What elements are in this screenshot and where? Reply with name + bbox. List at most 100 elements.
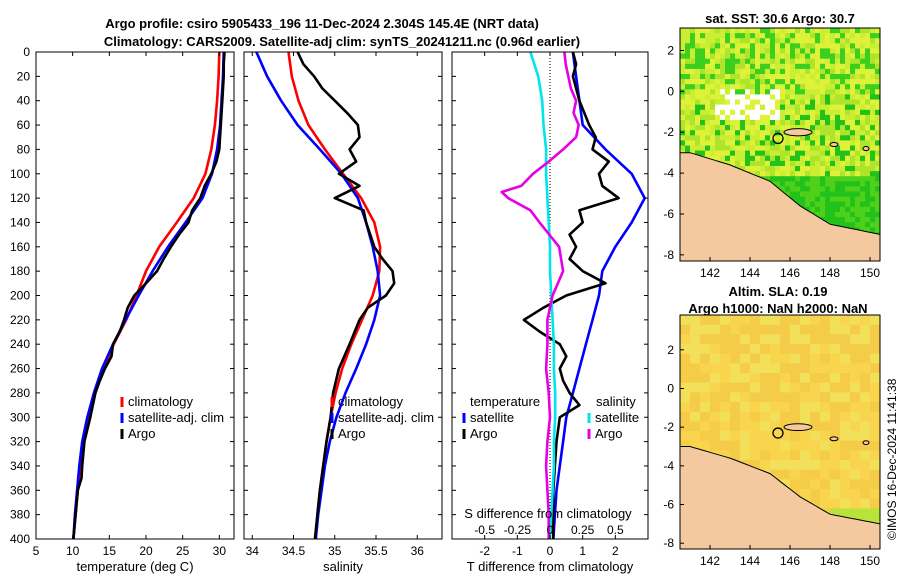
sst-map-cell bbox=[755, 140, 761, 146]
sst-map-cell bbox=[685, 33, 691, 39]
sst-map-cell bbox=[855, 176, 861, 182]
sst-map-cell bbox=[705, 38, 711, 44]
sst-map-cell bbox=[785, 74, 791, 80]
sla-map-cell bbox=[770, 440, 781, 451]
sla-map-cell bbox=[840, 469, 851, 480]
sst-map-cell bbox=[725, 155, 731, 162]
sst-map-cell bbox=[845, 145, 851, 152]
sst-map-title: sat. SST: 30.6 Argo: 30.7 bbox=[705, 11, 855, 26]
sla-map-ytick-label: -4 bbox=[663, 459, 674, 473]
sst-map-cell bbox=[745, 89, 751, 95]
salinity-panel: 34 34.5 35 35.5 36 salinity climatology sate… bbox=[243, 51, 443, 574]
sst-map-cell bbox=[830, 74, 836, 80]
sst-map-cell bbox=[870, 191, 876, 198]
sst-map-cell bbox=[730, 135, 736, 141]
sst-map-cell bbox=[800, 196, 806, 203]
sst-map-cell bbox=[760, 99, 766, 106]
sst-map-cell bbox=[765, 79, 771, 85]
sst-map-cell bbox=[865, 79, 871, 85]
sst-map-cell bbox=[865, 109, 871, 116]
sst-map-cell bbox=[805, 196, 811, 203]
temperature-series-climatology bbox=[72, 52, 221, 539]
sst-map-cell bbox=[815, 125, 821, 131]
sst-map-cell bbox=[685, 145, 691, 152]
sst-map-cell bbox=[850, 191, 856, 198]
sst-map-cell bbox=[700, 104, 706, 111]
sst-map-cell bbox=[815, 109, 821, 116]
sla-map-cell bbox=[720, 382, 731, 393]
sst-map-cell bbox=[710, 33, 716, 39]
sla-map-cell bbox=[850, 431, 861, 442]
sst-map-cell bbox=[745, 130, 751, 136]
sst-map-cell bbox=[840, 63, 846, 70]
sst-map-cell bbox=[850, 28, 856, 34]
sst-map-cell bbox=[685, 120, 691, 126]
sst-map-cell bbox=[870, 201, 876, 208]
sst-map-cell bbox=[870, 84, 876, 90]
sst-map-cell bbox=[735, 99, 741, 106]
sla-map-cell bbox=[800, 440, 811, 451]
sst-map-cell bbox=[770, 145, 776, 152]
sst-map-cell bbox=[745, 109, 751, 116]
sst-map-cell bbox=[860, 135, 866, 141]
sst-map-cell bbox=[860, 140, 866, 146]
sst-map-cell bbox=[705, 130, 711, 136]
sst-map-cell bbox=[735, 155, 741, 162]
sst-map-cell bbox=[740, 48, 746, 54]
sst-map-cell bbox=[860, 181, 866, 187]
sla-map-cell bbox=[700, 334, 711, 345]
sla-map-cell bbox=[750, 353, 761, 364]
sst-map-cell bbox=[775, 120, 781, 126]
sst-map-cell bbox=[840, 211, 846, 218]
sst-map-cell bbox=[850, 160, 856, 167]
sla-map-cell bbox=[830, 373, 841, 384]
sst-map-cell bbox=[855, 28, 861, 34]
sst-map-cell bbox=[755, 99, 761, 106]
sst-map-cell bbox=[730, 150, 736, 157]
sla-map-cell bbox=[780, 450, 791, 461]
sst-map-cell bbox=[705, 140, 711, 146]
sst-map-cell bbox=[825, 84, 831, 90]
sst-map-cell bbox=[845, 28, 851, 34]
sla-map-cell bbox=[710, 315, 721, 326]
sst-map-cell bbox=[730, 94, 736, 100]
sla-map-xtick-label: 148 bbox=[820, 554, 840, 568]
sla-map-cell bbox=[840, 344, 851, 355]
sst-map-cell bbox=[735, 104, 741, 111]
sst-map-cell bbox=[855, 125, 861, 131]
sst-map-cell bbox=[860, 68, 866, 75]
sla-map-cell bbox=[790, 363, 801, 374]
sst-map-cell bbox=[770, 130, 776, 136]
sst-map-cell bbox=[720, 125, 726, 131]
sst-map-cell bbox=[695, 109, 701, 116]
sst-map-cell bbox=[845, 196, 851, 203]
sst-map-cell bbox=[730, 120, 736, 126]
sst-map-cell bbox=[860, 227, 866, 233]
sla-map-cell bbox=[720, 373, 731, 384]
legend-label-argo: Argo bbox=[128, 426, 155, 441]
sst-map-cell bbox=[710, 140, 716, 146]
sst-map-cell bbox=[730, 99, 736, 106]
sst-map-cell bbox=[855, 206, 861, 213]
sla-map-cell bbox=[710, 431, 721, 442]
difference-series-temperature-satellite bbox=[552, 52, 647, 539]
sst-map-cell bbox=[870, 48, 876, 54]
sst-map-cell bbox=[815, 74, 821, 80]
sst-map-cell bbox=[790, 48, 796, 54]
sst-map-cell bbox=[845, 68, 851, 75]
sla-map-cell bbox=[750, 334, 761, 345]
difference-top-label: S difference from climatology bbox=[464, 506, 632, 521]
sla-map-cell bbox=[850, 402, 861, 413]
sst-map-cell bbox=[855, 104, 861, 111]
sla-map-cell bbox=[870, 334, 880, 345]
sla-map-cell bbox=[870, 469, 880, 480]
sst-map-cell bbox=[870, 130, 876, 136]
sst-map-cell bbox=[835, 74, 841, 80]
sst-map-cell bbox=[825, 114, 831, 121]
temperature-xtick-label: 5 bbox=[33, 544, 40, 558]
sst-map-cell bbox=[725, 94, 731, 100]
sst-map-cell bbox=[730, 160, 736, 167]
sst-map-cell bbox=[850, 125, 856, 131]
sst-map-cell bbox=[765, 63, 771, 70]
sst-map-cell bbox=[740, 28, 746, 34]
